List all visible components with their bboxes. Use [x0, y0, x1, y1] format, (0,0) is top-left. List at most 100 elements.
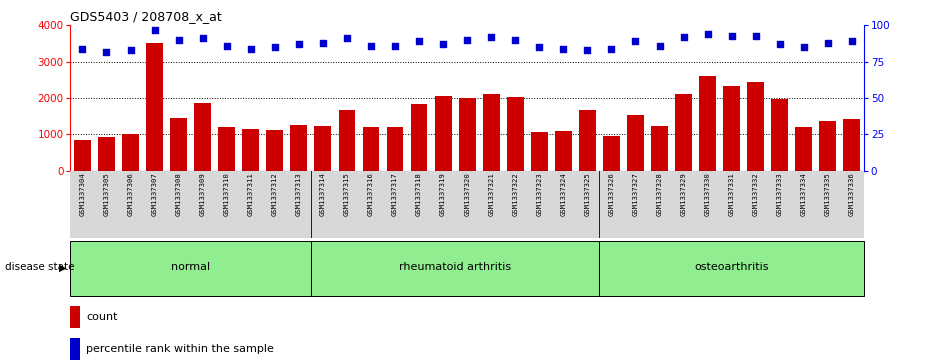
Bar	[362, 127, 379, 171]
Bar	[723, 86, 740, 171]
Bar	[218, 127, 235, 171]
Bar	[146, 43, 163, 171]
Bar	[579, 110, 595, 171]
Point	[171, 37, 186, 43]
Text: GSM1337304: GSM1337304	[80, 173, 85, 216]
Point	[821, 40, 836, 46]
Bar	[435, 96, 452, 171]
Text: GSM1337319: GSM1337319	[440, 173, 446, 216]
Bar	[242, 129, 259, 171]
Bar	[387, 127, 404, 171]
Bar	[603, 136, 620, 171]
Text: GSM1337335: GSM1337335	[824, 173, 831, 216]
Text: GSM1337331: GSM1337331	[729, 173, 734, 216]
Point	[268, 44, 283, 50]
Text: GSM1337323: GSM1337323	[536, 173, 543, 216]
Text: GSM1337318: GSM1337318	[416, 173, 422, 216]
Text: GSM1337305: GSM1337305	[103, 173, 110, 216]
Text: GSM1337321: GSM1337321	[488, 173, 494, 216]
Point	[772, 41, 787, 47]
Text: osteoarthritis: osteoarthritis	[694, 262, 769, 272]
Text: GSM1337328: GSM1337328	[656, 173, 663, 216]
Point	[796, 44, 811, 50]
FancyBboxPatch shape	[599, 241, 864, 296]
Text: GSM1337306: GSM1337306	[128, 173, 133, 216]
Bar	[483, 94, 500, 171]
Bar	[459, 98, 475, 171]
Text: GSM1337311: GSM1337311	[248, 173, 254, 216]
Point	[388, 43, 403, 49]
Text: GSM1337312: GSM1337312	[271, 173, 278, 216]
Bar	[675, 94, 692, 171]
Point	[316, 40, 331, 46]
Point	[147, 27, 162, 33]
Text: GSM1337315: GSM1337315	[344, 173, 350, 216]
Point	[700, 31, 716, 37]
Point	[75, 46, 90, 52]
Text: GSM1337322: GSM1337322	[513, 173, 518, 216]
Point	[604, 46, 619, 52]
Text: GSM1337325: GSM1337325	[584, 173, 591, 216]
Point	[123, 47, 138, 53]
Bar	[507, 97, 524, 171]
Text: count: count	[86, 312, 117, 322]
Point	[652, 43, 667, 49]
Bar	[627, 115, 644, 171]
Bar	[843, 119, 860, 171]
Text: GSM1337310: GSM1337310	[223, 173, 230, 216]
Point	[628, 38, 643, 44]
Text: rheumatoid arthritis: rheumatoid arthritis	[399, 262, 511, 272]
Point	[460, 37, 475, 43]
Bar	[700, 76, 716, 171]
Point	[99, 49, 114, 54]
Point	[291, 41, 306, 47]
Text: GSM1337333: GSM1337333	[777, 173, 783, 216]
Point	[580, 47, 595, 53]
Point	[724, 33, 739, 38]
Bar	[70, 338, 81, 360]
Text: GSM1337309: GSM1337309	[200, 173, 206, 216]
Point	[219, 43, 234, 49]
Bar	[531, 132, 547, 171]
Text: GSM1337326: GSM1337326	[608, 173, 614, 216]
Point	[556, 46, 571, 52]
Point	[195, 36, 210, 41]
Point	[748, 33, 763, 38]
Text: GSM1337332: GSM1337332	[753, 173, 759, 216]
Text: GSM1337307: GSM1337307	[151, 173, 158, 216]
Text: GSM1337316: GSM1337316	[368, 173, 374, 216]
Point	[411, 38, 426, 44]
Point	[676, 34, 691, 40]
Text: GSM1337317: GSM1337317	[392, 173, 398, 216]
Point	[363, 43, 378, 49]
Text: GSM1337327: GSM1337327	[633, 173, 639, 216]
Text: GSM1337329: GSM1337329	[681, 173, 686, 216]
Text: GSM1337330: GSM1337330	[704, 173, 711, 216]
Text: GSM1337313: GSM1337313	[296, 173, 301, 216]
Text: GSM1337308: GSM1337308	[176, 173, 181, 216]
Text: GSM1337324: GSM1337324	[561, 173, 566, 216]
Bar	[98, 137, 115, 171]
Bar	[267, 130, 284, 171]
Bar	[555, 131, 572, 171]
Text: GSM1337334: GSM1337334	[801, 173, 807, 216]
Bar	[290, 125, 307, 171]
Bar	[122, 134, 139, 171]
Bar	[70, 306, 81, 328]
Point	[508, 37, 523, 43]
FancyBboxPatch shape	[70, 241, 311, 296]
Point	[436, 41, 451, 47]
Bar	[795, 127, 812, 171]
Text: percentile rank within the sample: percentile rank within the sample	[86, 344, 274, 354]
Point	[339, 36, 354, 41]
Bar	[651, 126, 668, 171]
Text: GSM1337320: GSM1337320	[464, 173, 470, 216]
Point	[531, 44, 546, 50]
Text: disease state: disease state	[5, 262, 74, 272]
Bar	[170, 118, 187, 171]
Text: normal: normal	[171, 262, 210, 272]
Bar	[315, 126, 331, 171]
Bar	[410, 104, 427, 171]
Point	[844, 38, 859, 44]
Point	[484, 34, 499, 40]
